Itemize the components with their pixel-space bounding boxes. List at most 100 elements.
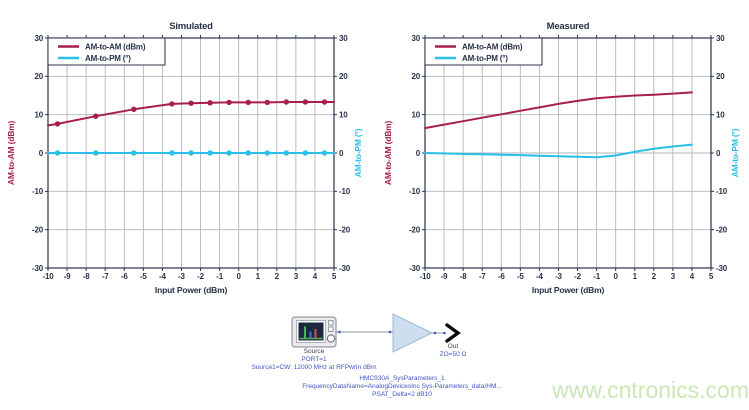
y-tick-label-left: -20 — [32, 225, 44, 234]
output-port-icon[interactable] — [445, 323, 461, 343]
chart-title: Measured — [547, 21, 590, 32]
series-marker — [283, 150, 289, 156]
chart-title: Simulated — [169, 21, 213, 32]
amplifier-icon[interactable] — [392, 313, 434, 353]
series-marker — [131, 150, 137, 156]
series-marker — [302, 99, 309, 105]
x-tick-label: 1 — [633, 272, 638, 281]
series-marker — [264, 150, 270, 156]
series-marker — [188, 100, 194, 106]
series-marker — [54, 121, 61, 127]
spectrum-bar-red — [314, 329, 317, 339]
x-tick-label: -9 — [441, 272, 448, 281]
y-tick-label-left: 30 — [412, 34, 421, 43]
series-marker — [131, 106, 137, 113]
x-tick-label: -4 — [159, 272, 166, 281]
series-marker — [302, 150, 309, 156]
source-button-2 — [328, 326, 334, 332]
x-tick-label: -3 — [178, 272, 185, 281]
x-tick-label: -6 — [121, 272, 128, 281]
series-marker — [226, 99, 232, 106]
y-tick-label-left: 0 — [416, 149, 421, 158]
y-tick-label-left: 20 — [412, 72, 421, 81]
x-tick-label: -5 — [517, 272, 524, 281]
x-tick-label: 0 — [237, 272, 242, 281]
series-marker — [207, 100, 213, 106]
y-tick-label-right: 0 — [339, 149, 344, 158]
x-tick-label: 3 — [671, 272, 676, 281]
spectrum-bar-blue — [309, 331, 312, 339]
y-tick-label-left: 0 — [39, 149, 44, 158]
series-line — [424, 143, 693, 159]
x-tick-label: 5 — [709, 272, 714, 281]
x-tick-label: 0 — [614, 272, 619, 281]
legend-label: AM-to-PM (°) — [85, 54, 131, 63]
y-tick-label-left: 30 — [35, 34, 44, 43]
series-marker — [54, 150, 61, 156]
series-marker — [207, 150, 213, 156]
series-marker — [321, 150, 328, 156]
series-marker — [93, 150, 99, 156]
x-tick-label: -4 — [536, 272, 543, 281]
source-cw-param: Source1=CW: 12000 MHz at RFPwrIn dBm — [251, 363, 377, 371]
source-port-param: PORT=1 — [301, 356, 327, 363]
watermark: www.cntronics.com — [552, 377, 749, 403]
schematic: Source PORT=1 Source1=CW: 12000 MHz at R… — [0, 300, 749, 410]
y-tick-label-right: -30 — [716, 264, 728, 273]
x-tick-label: 5 — [332, 272, 337, 281]
source-instrument-icon[interactable] — [291, 316, 337, 348]
series-marker — [245, 150, 251, 156]
simulated-chart-svg: AM-to-AM (dBm)AM-to-PM (°)Simulated-10 -9… — [6, 21, 363, 295]
x-tick-label: -6 — [498, 272, 505, 281]
x-tick-label: -10 — [43, 272, 55, 281]
y-tick-label-right: 0 — [716, 149, 721, 158]
x-tick-label: -1 — [216, 272, 223, 281]
y-axis-label-right: AM-to-PM (°) — [730, 128, 740, 177]
series-line — [47, 101, 335, 127]
out-label: Out — [447, 343, 459, 350]
series-marker — [93, 113, 99, 119]
x-tick-label: 4 — [690, 272, 695, 281]
x-tick-label: -5 — [140, 272, 147, 281]
series-marker — [169, 101, 175, 107]
wire-node — [443, 331, 446, 335]
y-tick-label-left: 10 — [412, 110, 421, 119]
amp-psat-param: PSAT_Delta=2 dB10 — [372, 391, 432, 398]
series-marker — [264, 99, 270, 106]
y-axis-label-right: AM-to-PM (°) — [353, 128, 363, 177]
x-tick-label: -7 — [479, 272, 486, 281]
wire-node — [433, 331, 437, 335]
y-tick-label-right: 20 — [339, 72, 348, 81]
wire-node — [338, 330, 341, 334]
legend-box — [47, 37, 166, 66]
series-marker — [283, 99, 289, 105]
y-tick-label-right: -30 — [339, 264, 351, 273]
y-tick-label-right: -20 — [339, 225, 351, 234]
y-tick-label-right: 20 — [716, 72, 725, 81]
y-axis-label-left: AM-to-AM (dBm) — [6, 121, 16, 186]
y-tick-label-left: -30 — [32, 264, 44, 273]
y-tick-label-left: -10 — [32, 187, 44, 196]
measured-chart-svg: AM-to-AM (dBm)AM-to-PM (°)Measured-10 -9-… — [383, 21, 740, 295]
y-tick-label-right: -10 — [339, 187, 351, 196]
x-axis-label: Input Power (dBm) — [532, 285, 605, 295]
source-knob — [326, 334, 336, 343]
x-tick-label: 2 — [652, 272, 657, 281]
series-marker — [245, 99, 251, 106]
series-marker — [226, 150, 232, 156]
spectrum-bar-green — [304, 326, 306, 339]
x-tick-label: -1 — [593, 272, 600, 281]
x-tick-label: -3 — [555, 272, 562, 281]
legend-label: AM-to-PM (°) — [462, 54, 508, 63]
wire-node — [388, 330, 392, 334]
legend-label: AM-to-AM (dBm) — [85, 42, 146, 51]
x-tick-label: -10 — [420, 272, 432, 281]
source-button-1 — [328, 320, 334, 326]
y-tick-label-right: 10 — [339, 110, 348, 119]
schematic-canvas — [291, 313, 461, 353]
x-tick-label: -9 — [64, 272, 71, 281]
x-tick-label: 4 — [313, 272, 318, 281]
y-tick-label-right: 30 — [716, 34, 725, 43]
x-tick-label: 3 — [294, 272, 299, 281]
